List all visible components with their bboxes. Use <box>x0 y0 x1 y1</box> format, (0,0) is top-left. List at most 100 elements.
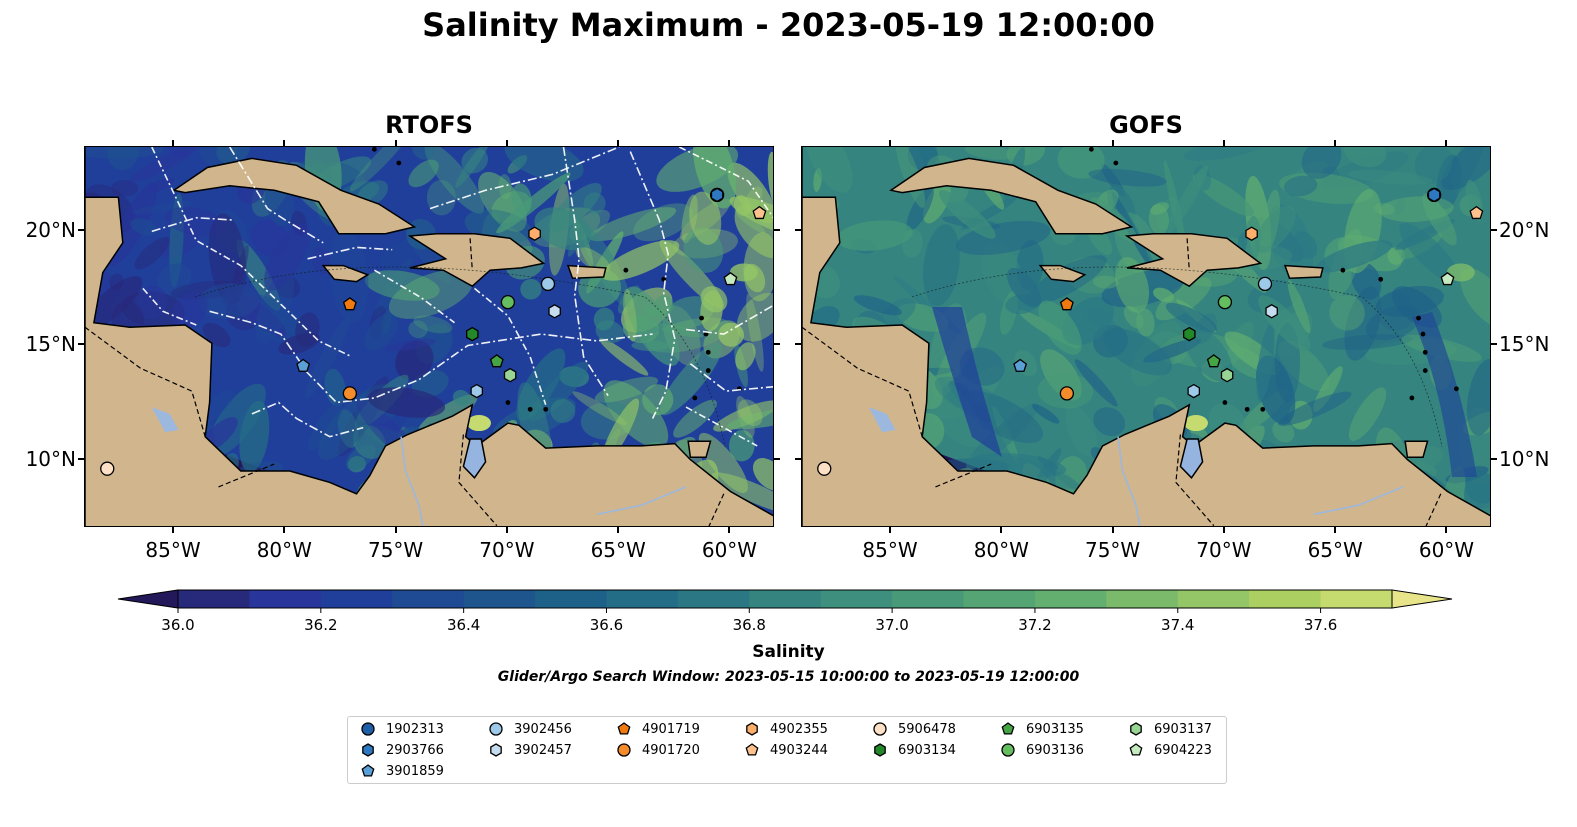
legend-entry-6903136: 6903136 <box>1000 742 1084 758</box>
lat-tick-mark <box>1491 343 1497 346</box>
lon-tick-mark <box>283 140 286 146</box>
lon-tick-mark <box>1334 140 1337 146</box>
lon-tick-mark <box>617 527 620 533</box>
float-marker-4903244 <box>1469 205 1484 220</box>
float-marker-2903766 <box>1427 187 1441 203</box>
float-marker-5906478 <box>817 461 832 476</box>
legend-entry-3902457: 3902457 <box>488 742 572 758</box>
lat-tick-mark <box>795 229 801 232</box>
lat-tick-mark <box>774 457 780 460</box>
float-marker-4901720 <box>342 386 358 401</box>
float-marker-3902456b <box>1187 383 1201 399</box>
lon-tick-mark <box>1445 527 1448 533</box>
lat-tick-mark <box>1491 457 1497 460</box>
float-marker-4903244 <box>752 205 767 220</box>
legend-marker-icon <box>1001 722 1015 735</box>
lon-tick-mark <box>505 527 508 533</box>
lat-tick-mark <box>78 343 84 346</box>
float-marker-6903137 <box>1220 367 1234 383</box>
lon-tick-mark <box>1111 527 1114 533</box>
colorbar-segment <box>1177 590 1250 608</box>
legend-marker-icon <box>873 722 887 736</box>
lat-tick-label: 20°N <box>25 218 76 243</box>
colorbar-segment <box>749 590 822 608</box>
legend-marker-icon <box>745 743 759 756</box>
float-marker-6903135 <box>1206 354 1221 368</box>
lon-tick-mark <box>889 527 892 533</box>
lon-tick-mark <box>1000 527 1003 533</box>
legend-entry-3901859: 3901859 <box>360 763 444 779</box>
legend-marker-icon <box>746 722 758 736</box>
lat-tick-mark <box>774 343 780 346</box>
colorbar-segment <box>178 590 251 608</box>
lon-tick-mark <box>283 527 286 533</box>
lat-tick-mark <box>78 457 84 460</box>
legend-entry-6904223: 6904223 <box>1128 742 1212 758</box>
float-marker-6903136 <box>1217 294 1233 310</box>
colorbar-segment <box>820 590 893 608</box>
lat-tick-label: 20°N <box>1499 218 1550 243</box>
legend-label: 2903766 <box>386 742 444 758</box>
lon-tick-mark <box>728 140 731 146</box>
legend-label: 3902456 <box>514 721 572 737</box>
legend-label: 3902457 <box>514 742 572 758</box>
float-marker-6903135 <box>489 354 504 368</box>
colorbar-segment <box>963 590 1036 608</box>
legend-label: 4901720 <box>642 742 700 758</box>
float-marker-6903137 <box>503 367 517 383</box>
legend-entry-1902313: 1902313 <box>360 721 444 737</box>
lon-tick-mark <box>1445 140 1448 146</box>
legend-entry-5906478: 5906478 <box>872 721 956 737</box>
colorbar-tick-label: 36.2 <box>304 616 337 634</box>
lon-tick-mark <box>1222 140 1225 146</box>
lat-tick-mark <box>78 229 84 232</box>
colorbar-label: Salinity <box>752 642 825 662</box>
legend-marker-icon <box>490 743 502 757</box>
lon-tick-mark <box>172 527 175 533</box>
colorbar-extend-high <box>1391 589 1453 609</box>
float-marker-3902456 <box>1257 276 1273 292</box>
float-marker-3901859 <box>296 358 311 372</box>
float-marker-4901719 <box>1059 297 1074 311</box>
lon-tick-label: 65°W <box>590 538 646 562</box>
lat-tick-label: 10°N <box>1499 446 1550 471</box>
lat-tick-mark <box>1491 229 1497 232</box>
legend-label: 4903244 <box>770 742 828 758</box>
float-marker-3902457 <box>548 304 561 319</box>
legend-marker-icon <box>874 743 886 757</box>
legend-marker-icon <box>1001 743 1015 757</box>
map-panel-rtofs <box>84 146 774 527</box>
colorbar-tick-label: 36.6 <box>590 616 623 634</box>
float-marker-4901720 <box>1059 386 1075 401</box>
lon-tick-mark <box>394 140 397 146</box>
legend-label: 6904223 <box>1154 742 1212 758</box>
lon-tick-mark <box>1334 527 1337 533</box>
lon-tick-label: 65°W <box>1307 538 1363 562</box>
float-marker-5906478 <box>100 461 115 476</box>
lat-tick-label: 15°N <box>1499 332 1550 357</box>
colorbar-segment <box>1320 590 1393 608</box>
panel-title-gofs: GOFS <box>1109 111 1183 139</box>
colorbar-segment <box>606 590 679 608</box>
float-marker-6903134 <box>466 326 479 342</box>
lon-tick-label: 75°W <box>1084 538 1141 562</box>
legend-entry-6903134: 6903134 <box>872 742 956 758</box>
search-window-caption: Glider/Argo Search Window: 2023-05-15 10… <box>497 669 1080 685</box>
float-marker-6903134 <box>1183 326 1196 342</box>
legend-marker-icon <box>1129 743 1143 756</box>
legend-marker-icon <box>1130 722 1142 736</box>
float-marker-3902456 <box>540 276 556 292</box>
lat-tick-label: 15°N <box>25 332 76 357</box>
colorbar-extend-low <box>117 589 179 609</box>
colorbar-tick-label: 36.4 <box>447 616 480 634</box>
lon-tick-mark <box>617 140 620 146</box>
float-marker-4901719 <box>342 297 357 311</box>
legend-entry-2903766: 2903766 <box>360 742 444 758</box>
legend-marker-icon <box>617 722 631 735</box>
colorbar-tick-label: 37.0 <box>875 616 908 634</box>
lon-tick-label: 60°W <box>1418 538 1475 562</box>
lon-tick-label: 80°W <box>973 538 1029 562</box>
colorbar-segment <box>892 590 965 608</box>
legend-marker-icon <box>361 764 375 777</box>
colorbar-tick-label: 37.4 <box>1161 616 1194 634</box>
